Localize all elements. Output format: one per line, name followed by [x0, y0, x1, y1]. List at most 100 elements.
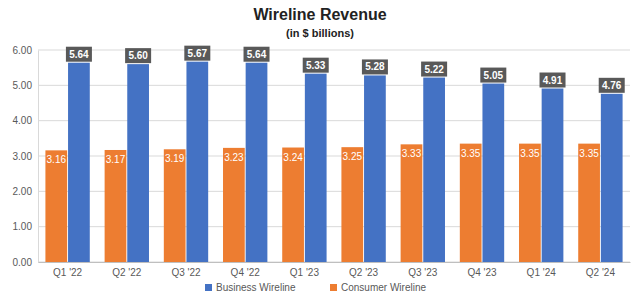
- x-tick-label: Q1 '23: [290, 267, 320, 278]
- y-tick-label: 5.00: [13, 80, 33, 91]
- grid-line: [38, 262, 630, 263]
- x-tick: Q3 '23: [408, 262, 438, 278]
- data-labels: 5.64 5.60 5.67 5.64 5.33 5.28 5.22 5.05 4.91 4.76…: [47, 46, 625, 166]
- label-box: [421, 62, 447, 77]
- y-tick-label: 0.00: [13, 257, 33, 268]
- data-label: 3.35: [579, 148, 599, 159]
- x-tick: Q4 '22: [231, 262, 261, 278]
- bar: [460, 144, 482, 262]
- grid-line: [38, 120, 630, 121]
- label-box: [540, 73, 566, 88]
- x-axis-line: [39, 262, 631, 263]
- data-label: 5.05: [484, 70, 504, 81]
- data-label: 5.64: [247, 49, 267, 60]
- bar: [186, 62, 208, 262]
- bar: [223, 148, 245, 262]
- x-tick: Q3 '22: [171, 262, 201, 278]
- bar: [246, 63, 268, 262]
- bar: [105, 150, 127, 262]
- bar: [341, 147, 363, 262]
- legend-label: Consumer Wireline: [341, 282, 426, 293]
- x-tick: Q2 '22: [112, 262, 142, 278]
- data-label: 5.60: [128, 50, 148, 61]
- bar: [578, 144, 600, 262]
- bar: [423, 78, 445, 262]
- bar: [127, 64, 149, 262]
- data-label: 4.91: [543, 75, 563, 86]
- y-tick: 2.00: [13, 186, 38, 197]
- x-tick-label: Q1 '22: [53, 267, 83, 278]
- data-label: 5.33: [306, 60, 326, 71]
- legend: Business Wireline Consumer Wireline: [205, 282, 426, 293]
- data-label: 3.17: [106, 154, 126, 165]
- data-label: 3.24: [283, 152, 303, 163]
- bar: [305, 74, 327, 262]
- y-tick: 1.00: [13, 221, 38, 232]
- data-label: 5.22: [424, 64, 444, 75]
- y-tick: 5.00: [13, 80, 38, 91]
- label-box: [125, 48, 151, 63]
- legend-swatch: [205, 284, 212, 291]
- x-tick: Q1 '22: [53, 262, 83, 278]
- legend-swatch: [330, 284, 337, 291]
- y-tick-label: 3.00: [13, 151, 33, 162]
- data-label: 3.23: [224, 152, 244, 163]
- chart: Wireline Revenue (in $ billions) 0.00 1.00 2…: [0, 0, 640, 300]
- data-label: 5.67: [188, 48, 208, 59]
- label-box: [244, 47, 270, 62]
- bar: [401, 144, 423, 262]
- grid-line: [38, 191, 630, 192]
- grid-line: [38, 156, 630, 157]
- data-label: 4.76: [602, 80, 622, 91]
- data-label: 3.25: [343, 151, 363, 162]
- data-label: 5.64: [69, 49, 89, 60]
- x-tick-label: Q4 '22: [231, 267, 261, 278]
- y-tick-label: 4.00: [13, 115, 33, 126]
- grid-line: [38, 226, 630, 227]
- bars: [45, 62, 622, 262]
- x-tick: Q2 '24: [586, 262, 616, 278]
- label-box: [599, 78, 625, 93]
- x-axis: Q1 '22 Q2 '22 Q3 '22 Q4 '22 Q1 '23 Q2 '23 Q3 '…: [39, 262, 631, 278]
- x-tick-label: Q1 '24: [527, 267, 557, 278]
- bar: [519, 144, 541, 262]
- y-axis: 0.00 1.00 2.00 3.00 4.00 5.00 6.00: [13, 45, 39, 268]
- y-tick: 4.00: [13, 115, 38, 126]
- x-tick-label: Q4 '23: [467, 267, 497, 278]
- bar: [45, 150, 67, 262]
- x-tick-label: Q3 '22: [171, 267, 201, 278]
- data-label: 3.33: [402, 148, 422, 159]
- x-tick-label: Q2 '23: [349, 267, 379, 278]
- bar: [68, 63, 90, 262]
- data-label: 5.28: [365, 61, 385, 72]
- y-tick: 0.00: [13, 257, 38, 268]
- x-tick: Q1 '23: [290, 262, 320, 278]
- legend-label: Business Wireline: [216, 282, 296, 293]
- bar: [482, 84, 504, 262]
- data-label: 3.16: [47, 154, 67, 165]
- label-box: [362, 59, 388, 74]
- y-tick: 3.00: [13, 151, 38, 162]
- bar: [282, 148, 304, 262]
- grid: [38, 50, 630, 262]
- x-tick: Q2 '23: [349, 262, 379, 278]
- x-tick-label: Q2 '24: [586, 267, 616, 278]
- y-tick-label: 2.00: [13, 186, 33, 197]
- subtitle: (in $ billions): [286, 27, 354, 39]
- bar: [601, 94, 623, 262]
- label-box: [184, 46, 210, 61]
- bar: [542, 89, 564, 262]
- data-label: 3.35: [461, 148, 481, 159]
- x-tick-label: Q3 '23: [408, 267, 438, 278]
- y-axis-line: [38, 51, 39, 263]
- y-tick-label: 6.00: [13, 45, 33, 56]
- title: Wireline Revenue: [253, 6, 386, 23]
- data-label: 3.19: [165, 153, 185, 164]
- x-tick: Q1 '24: [527, 262, 557, 278]
- data-label: 3.35: [520, 148, 540, 159]
- y-tick-label: 1.00: [13, 221, 33, 232]
- label-box: [66, 47, 92, 62]
- bar: [364, 75, 386, 262]
- x-tick-label: Q2 '22: [112, 267, 142, 278]
- bar: [164, 149, 186, 262]
